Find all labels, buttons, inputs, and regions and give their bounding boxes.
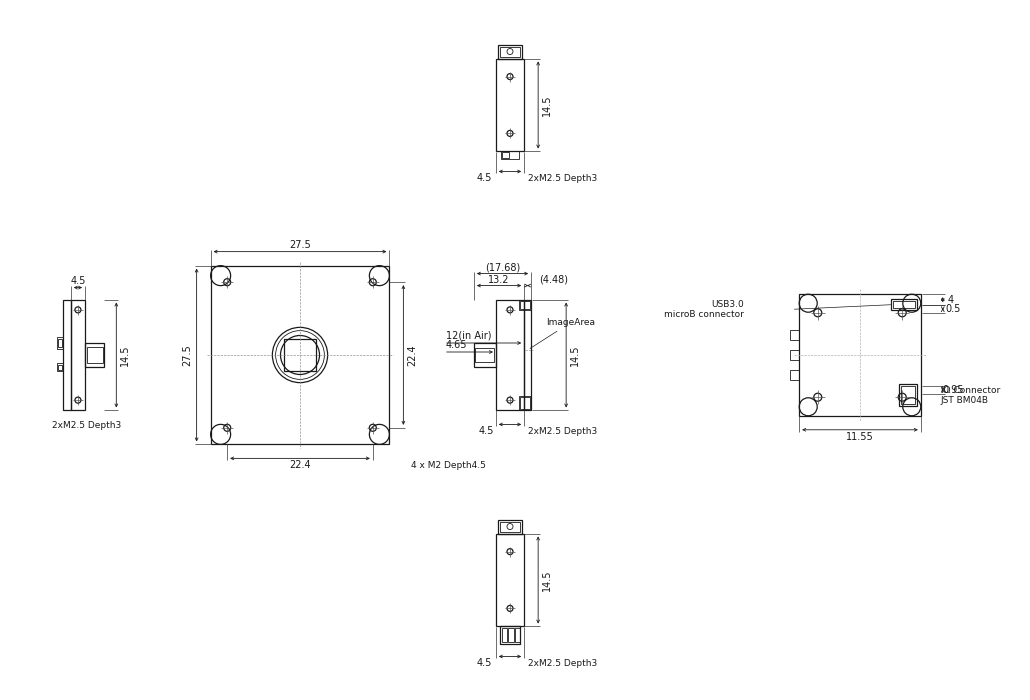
Bar [71, 300, 85, 410]
Bar [790, 370, 799, 380]
Bar [85, 342, 104, 368]
Text: 22.4: 22.4 [408, 344, 417, 366]
Text: 2xM2.5 Depth3: 2xM2.5 Depth3 [52, 421, 122, 430]
Bar [495, 533, 524, 626]
Text: 2xM2.5 Depth3: 2xM2.5 Depth3 [528, 427, 597, 436]
Text: 12(in Air): 12(in Air) [446, 331, 491, 341]
Text: (17.68): (17.68) [485, 262, 520, 272]
Bar [497, 519, 522, 533]
Bar [495, 300, 524, 410]
Text: 27.5: 27.5 [289, 239, 311, 250]
Bar [58, 339, 62, 347]
Bar [515, 629, 520, 643]
Bar [520, 398, 530, 410]
Text: 14.5: 14.5 [542, 569, 552, 591]
Text: 0.95: 0.95 [942, 385, 963, 395]
Bar [501, 626, 520, 645]
Bar [284, 340, 315, 370]
Bar [519, 396, 531, 410]
Bar [899, 384, 917, 406]
Bar [790, 350, 799, 360]
Bar [57, 363, 63, 371]
Text: 4.5: 4.5 [70, 276, 85, 286]
Text: 27.5: 27.5 [182, 344, 193, 366]
Bar [210, 265, 389, 444]
Bar [520, 300, 530, 309]
Text: 4.5: 4.5 [476, 174, 491, 183]
Bar [502, 629, 508, 643]
Text: 14.5: 14.5 [571, 344, 580, 365]
Bar [474, 342, 495, 368]
Bar [57, 337, 63, 349]
Bar [891, 299, 917, 310]
Text: ImageArea: ImageArea [530, 318, 595, 349]
Text: 4.5: 4.5 [478, 426, 493, 436]
Text: 4.65: 4.65 [446, 340, 468, 350]
Bar [497, 45, 522, 59]
Text: (4.48): (4.48) [539, 274, 568, 285]
Text: 2xM2.5 Depth3: 2xM2.5 Depth3 [528, 174, 597, 183]
Text: 4: 4 [948, 295, 954, 304]
Bar [893, 301, 915, 308]
Text: 4 x M2 Depth4.5: 4 x M2 Depth4.5 [411, 461, 486, 470]
Text: 14.5: 14.5 [121, 344, 131, 365]
Text: IO Connector
JST BM04B: IO Connector JST BM04B [940, 386, 1000, 405]
Bar [500, 522, 520, 531]
Bar [495, 59, 524, 151]
Text: 13.2: 13.2 [488, 274, 510, 285]
Bar [501, 151, 519, 160]
Text: 14.5: 14.5 [542, 94, 552, 116]
Bar [509, 629, 514, 643]
Text: 11.55: 11.55 [846, 432, 873, 442]
Bar [476, 348, 494, 362]
Bar [524, 300, 531, 410]
Bar [790, 330, 799, 340]
Text: 22.4: 22.4 [289, 461, 311, 470]
Text: 0.5: 0.5 [946, 304, 960, 314]
Bar [63, 300, 71, 410]
Bar [502, 153, 509, 158]
Bar [799, 294, 921, 416]
Bar [500, 46, 520, 57]
Text: 4.5: 4.5 [476, 659, 491, 668]
Bar [87, 347, 103, 363]
Bar [58, 365, 62, 370]
Text: 2xM2.5 Depth3: 2xM2.5 Depth3 [528, 659, 597, 668]
Text: USB3.0
microB connector: USB3.0 microB connector [664, 300, 745, 319]
Bar [901, 386, 915, 404]
Bar [519, 300, 531, 309]
